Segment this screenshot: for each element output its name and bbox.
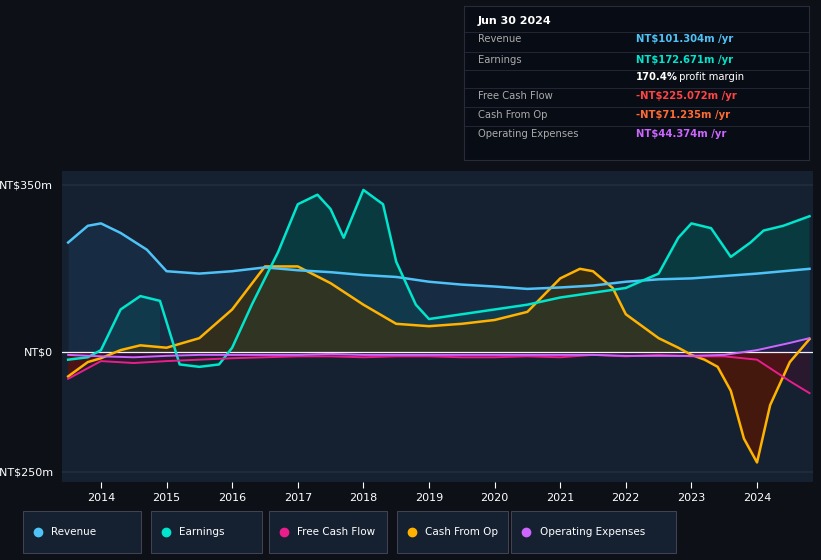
Text: Earnings: Earnings xyxy=(179,527,225,537)
Text: NT$350m: NT$350m xyxy=(0,180,53,190)
Text: Earnings: Earnings xyxy=(478,54,521,64)
Text: NT$0: NT$0 xyxy=(25,348,53,357)
Text: Free Cash Flow: Free Cash Flow xyxy=(297,527,375,537)
Text: Revenue: Revenue xyxy=(478,35,521,44)
Text: -NT$71.235m /yr: -NT$71.235m /yr xyxy=(636,110,731,120)
Text: Operating Expenses: Operating Expenses xyxy=(539,527,644,537)
Text: 170.4%: 170.4% xyxy=(636,72,678,82)
Text: NT$44.374m /yr: NT$44.374m /yr xyxy=(636,129,727,139)
Text: -NT$250m: -NT$250m xyxy=(0,467,53,477)
Text: Jun 30 2024: Jun 30 2024 xyxy=(478,16,552,26)
Text: NT$172.671m /yr: NT$172.671m /yr xyxy=(636,54,733,64)
Text: NT$101.304m /yr: NT$101.304m /yr xyxy=(636,35,733,44)
Text: Cash From Op: Cash From Op xyxy=(478,110,547,120)
Text: Operating Expenses: Operating Expenses xyxy=(478,129,578,139)
Text: Cash From Op: Cash From Op xyxy=(425,527,498,537)
Text: Revenue: Revenue xyxy=(52,527,97,537)
Text: -NT$225.072m /yr: -NT$225.072m /yr xyxy=(636,91,737,101)
Text: Free Cash Flow: Free Cash Flow xyxy=(478,91,553,101)
Text: profit margin: profit margin xyxy=(676,72,744,82)
